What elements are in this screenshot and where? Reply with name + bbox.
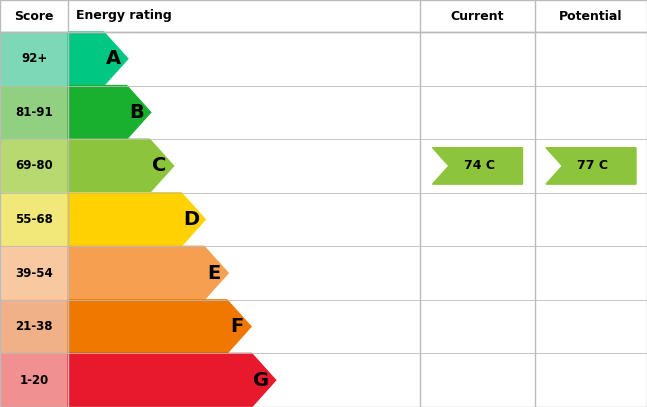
Text: G: G xyxy=(253,371,269,390)
Text: 77 C: 77 C xyxy=(577,160,608,173)
Text: 39-54: 39-54 xyxy=(15,267,53,280)
Text: 81-91: 81-91 xyxy=(15,106,53,119)
Polygon shape xyxy=(68,353,276,407)
Text: Potential: Potential xyxy=(559,9,623,22)
Polygon shape xyxy=(432,148,523,184)
Bar xyxy=(0,32,68,85)
Bar xyxy=(0,0,647,32)
Text: A: A xyxy=(106,49,121,68)
Text: C: C xyxy=(152,156,166,175)
Text: 55-68: 55-68 xyxy=(15,213,53,226)
Text: B: B xyxy=(129,103,144,122)
Text: F: F xyxy=(230,317,243,336)
Polygon shape xyxy=(68,85,151,139)
Text: Current: Current xyxy=(451,9,504,22)
Bar xyxy=(0,300,68,353)
Polygon shape xyxy=(546,148,636,184)
Bar xyxy=(0,353,68,407)
Text: Score: Score xyxy=(14,9,54,22)
Text: 92+: 92+ xyxy=(21,52,47,65)
Polygon shape xyxy=(68,32,128,85)
Text: 69-80: 69-80 xyxy=(15,160,53,173)
Text: 1-20: 1-20 xyxy=(19,374,49,387)
Bar xyxy=(0,246,68,300)
Text: 74 C: 74 C xyxy=(464,160,495,173)
Bar xyxy=(0,139,68,193)
Text: 21-38: 21-38 xyxy=(16,320,53,333)
Polygon shape xyxy=(68,139,173,193)
Bar xyxy=(0,193,68,246)
Text: Energy rating: Energy rating xyxy=(76,9,171,22)
Bar xyxy=(0,85,68,139)
Text: D: D xyxy=(182,210,199,229)
Polygon shape xyxy=(68,300,251,353)
Polygon shape xyxy=(68,193,205,246)
Polygon shape xyxy=(68,246,228,300)
Text: E: E xyxy=(207,264,221,282)
